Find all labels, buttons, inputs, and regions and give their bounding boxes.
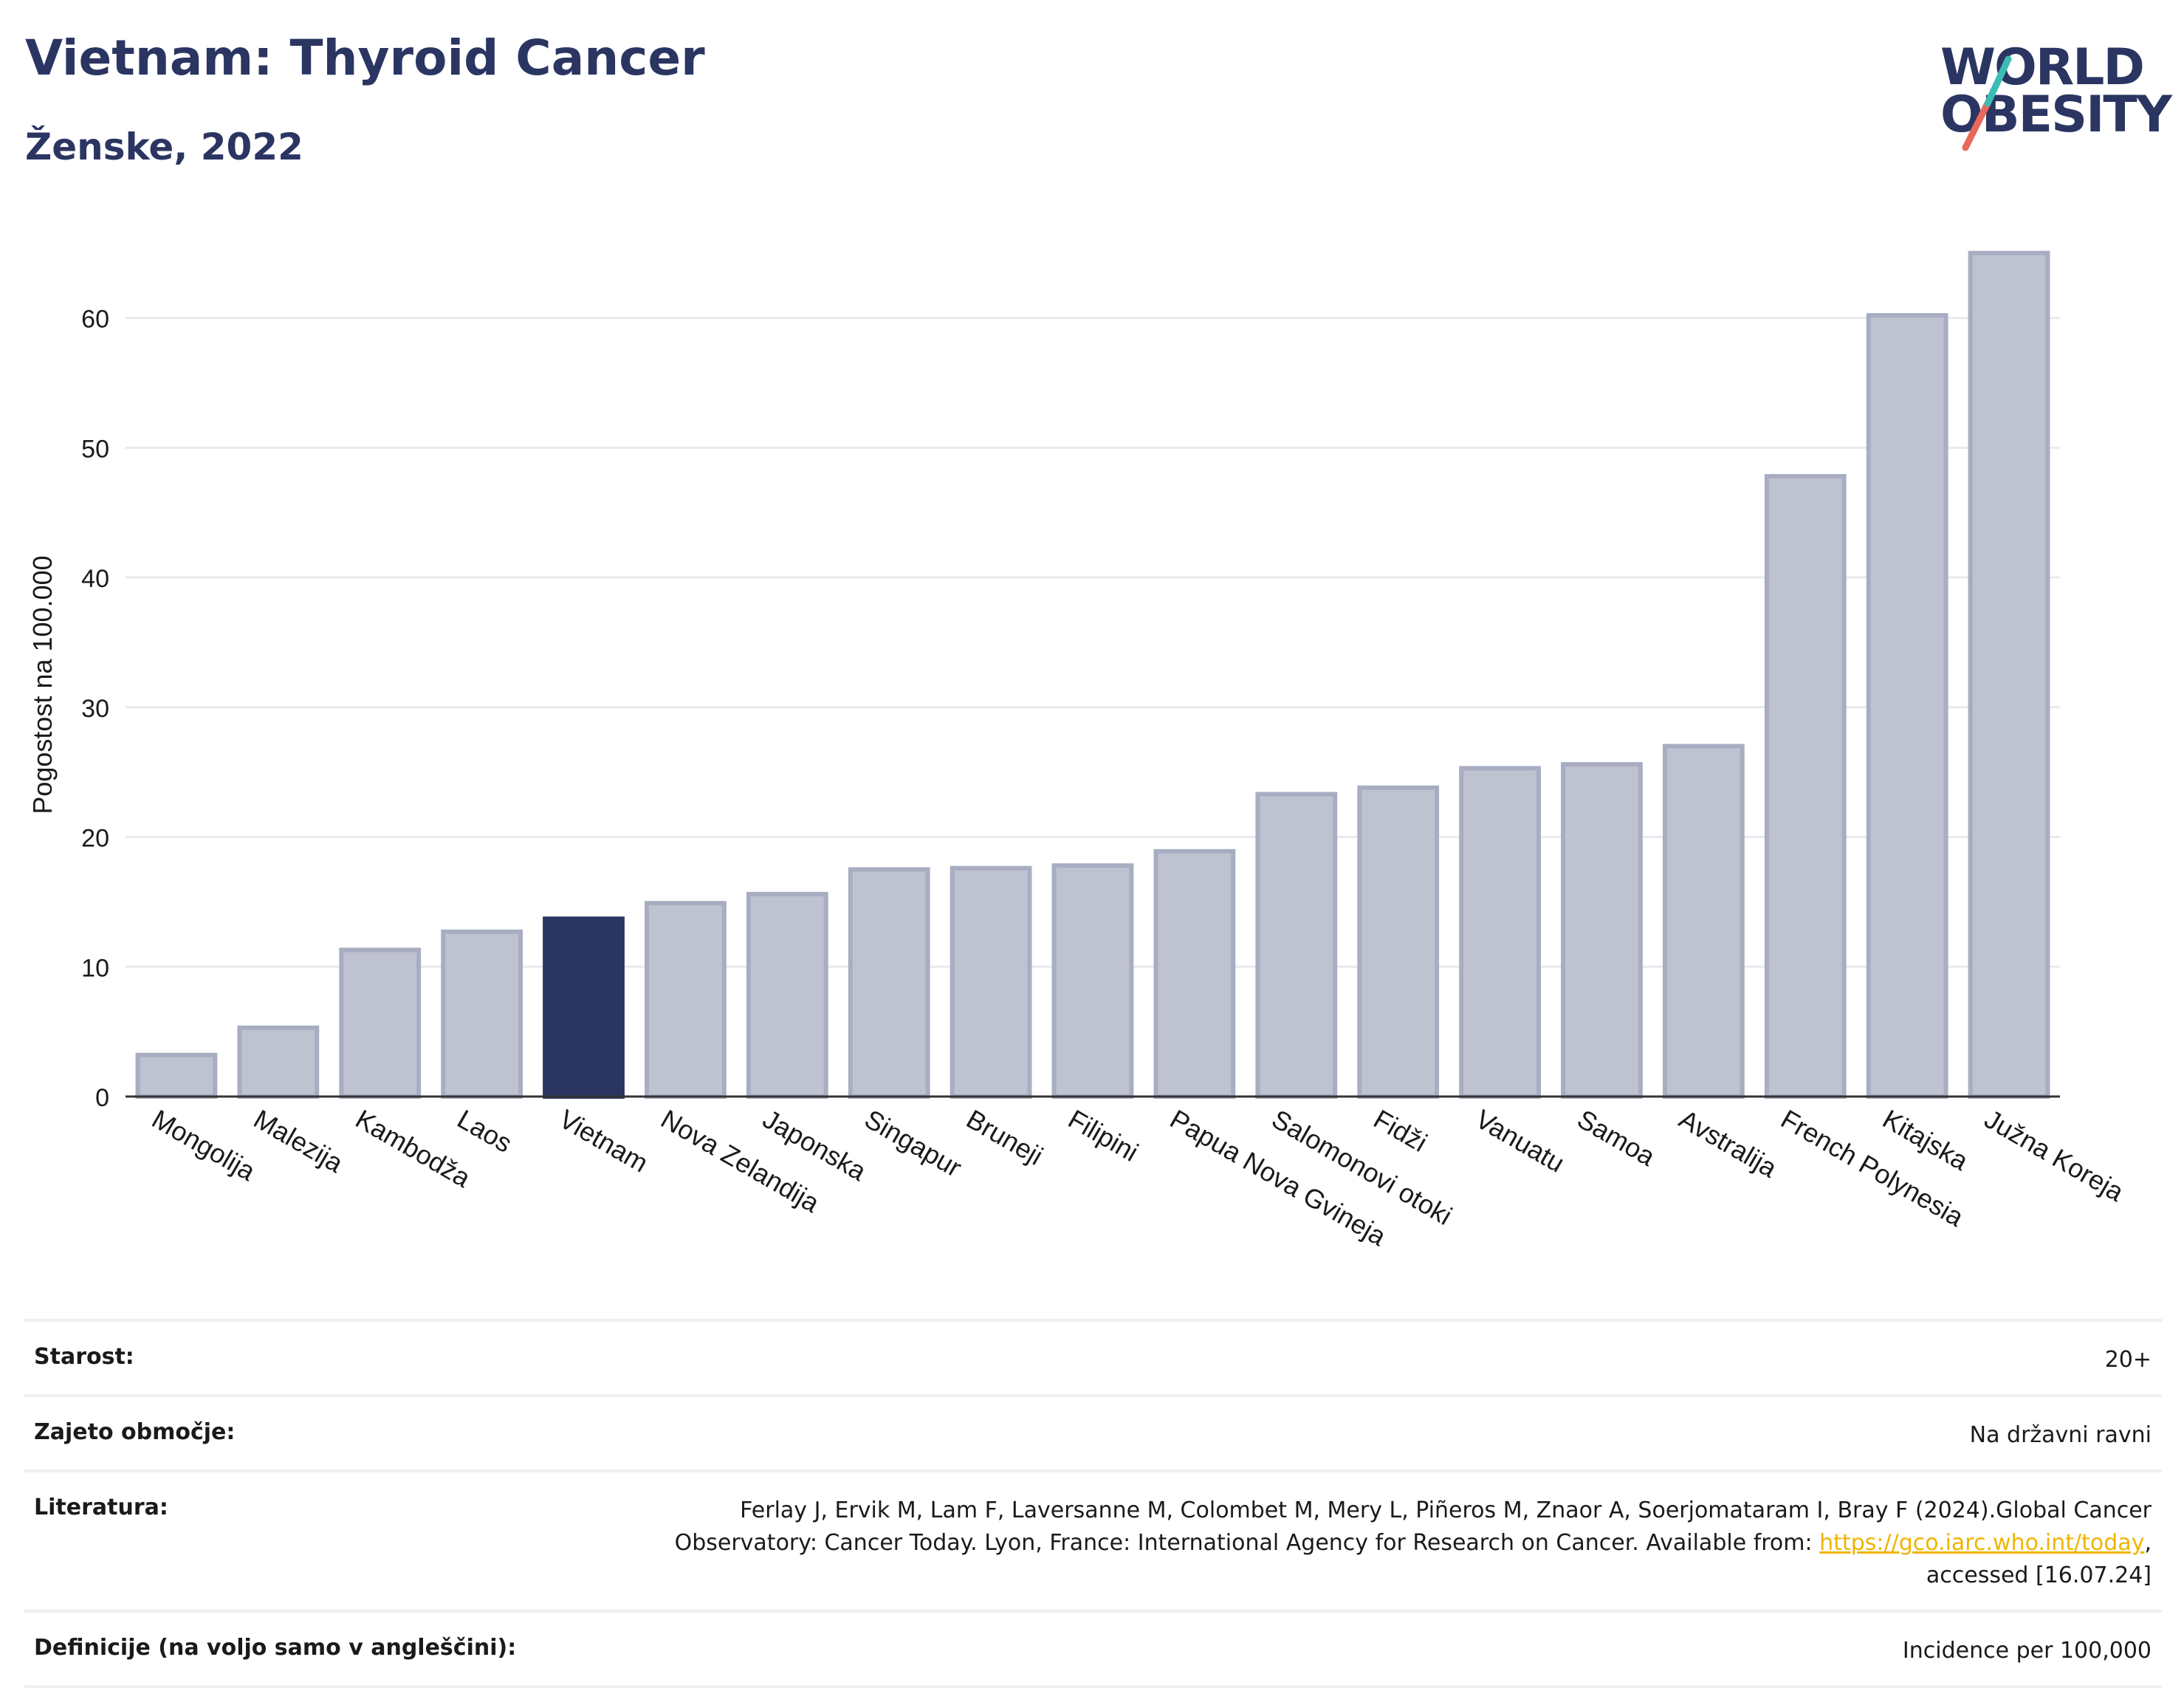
- world-obesity-logo: WORLD OBESITY: [1927, 22, 2172, 155]
- page-title: Vietnam: Thyroid Cancer: [25, 30, 705, 86]
- bar-papua-nova-gvineja: [1153, 848, 1236, 1099]
- x-tick-label: Mongolija: [147, 1103, 261, 1187]
- meta-row-references: Literatura: Ferlay J, Ervik M, Lam F, La…: [24, 1469, 2162, 1610]
- x-tick-label: Vietnam: [554, 1103, 653, 1178]
- y-tick-label: 20: [81, 825, 109, 853]
- y-tick-label: 50: [81, 435, 109, 463]
- bars: [135, 250, 2050, 1099]
- bar-vanuatu: [1459, 766, 1541, 1099]
- meta-row-definitions: Definicije (na voljo samo v angleščini):…: [24, 1610, 2162, 1688]
- x-tick-label: Singapur: [859, 1103, 966, 1183]
- y-tick-label: 40: [81, 565, 109, 593]
- logo-slash-icon: [1962, 55, 2012, 151]
- reference-line1: Ferlay J, Ervik M, Lam F, Laversanne M, …: [740, 1497, 2152, 1523]
- y-axis-label: Pogostost na 100.000: [27, 555, 58, 814]
- bar-avstralija: [1662, 744, 1745, 1099]
- y-tick-label: 30: [81, 695, 109, 723]
- bar-malezija: [237, 1025, 320, 1099]
- x-tick-label: French Polynesia: [1776, 1103, 1969, 1232]
- x-tick-label: Bruneji: [961, 1103, 1048, 1171]
- x-tick-label: Vanuatu: [1471, 1103, 1570, 1178]
- bar-salomonovi-otoki: [1255, 792, 1338, 1099]
- bar-vietnam: [543, 916, 625, 1099]
- bar-kitajska: [1866, 313, 1948, 1099]
- meta-value: Na državni ravni: [1969, 1422, 2152, 1448]
- info-table: Starost: 20+ Zajeto območje: Na državni …: [24, 1319, 2162, 1688]
- bar-japonska: [746, 891, 828, 1099]
- reference-line3: accessed [16.07.24]: [1926, 1562, 2152, 1588]
- meta-row-age: Starost: 20+: [24, 1319, 2162, 1394]
- y-tick-label: 0: [95, 1084, 109, 1112]
- x-tick-label: Laos: [453, 1103, 518, 1159]
- reference-link[interactable]: https://gco.iarc.who.int/today: [1819, 1530, 2145, 1556]
- y-tick-label: 60: [81, 306, 109, 334]
- bar-samoa: [1561, 762, 1643, 1099]
- bar-french-polynesia: [1764, 473, 1847, 1099]
- bar-singapur: [848, 867, 930, 1099]
- y-axis-ticks: 0 10 20 30 40 50 60: [81, 306, 109, 1112]
- meta-row-coverage: Zajeto območje: Na državni ravni: [24, 1394, 2162, 1469]
- meta-value: Ferlay J, Ervik M, Lam F, Laversanne M, …: [675, 1495, 2152, 1592]
- meta-label: Starost:: [34, 1344, 134, 1370]
- bar-nova-zelandija: [645, 901, 727, 1099]
- x-tick-label: Kambodža: [351, 1103, 476, 1193]
- reference-comma: ,: [2144, 1530, 2152, 1556]
- bar-bruneji: [950, 865, 1032, 1099]
- x-tick-label: Južna Koreja: [1979, 1103, 2129, 1207]
- meta-label: Zajeto območje:: [34, 1419, 236, 1445]
- x-tick-label: Samoa: [1572, 1103, 1661, 1172]
- meta-value: 20+: [2104, 1347, 2152, 1373]
- logo-line1: WORLD: [1940, 38, 2145, 97]
- page-subtitle: Ženske, 2022: [25, 126, 303, 168]
- bar-južna-koreja: [1968, 250, 2050, 1099]
- bar-mongolija: [135, 1052, 218, 1099]
- reference-line2: Observatory: Cancer Today. Lyon, France:…: [674, 1530, 1820, 1556]
- bar-laos: [441, 929, 523, 1099]
- bar-kambodža: [339, 947, 422, 1099]
- meta-label: Definicije (na voljo samo v angleščini):: [34, 1635, 517, 1661]
- y-tick-label: 10: [81, 954, 109, 982]
- x-tick-label: Fidži: [1369, 1103, 1432, 1158]
- x-tick-label: Malezija: [249, 1103, 349, 1178]
- x-tick-label: Avstralija: [1674, 1103, 1782, 1184]
- meta-label: Literatura:: [34, 1495, 168, 1520]
- x-tick-label: Filipini: [1063, 1103, 1144, 1167]
- bar-fidži: [1357, 785, 1440, 1099]
- meta-value: Incidence per 100,000: [1902, 1638, 2152, 1664]
- bar-filipini: [1051, 863, 1134, 1099]
